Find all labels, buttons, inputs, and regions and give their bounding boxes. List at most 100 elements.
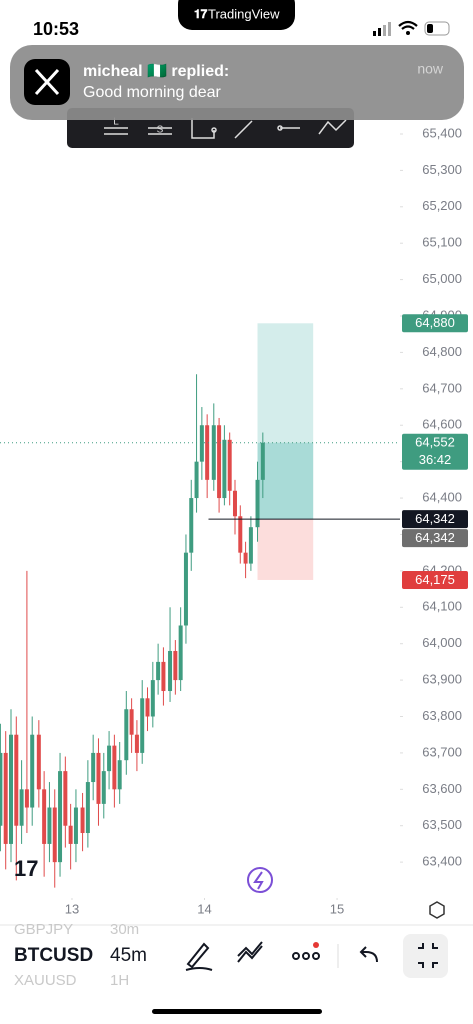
candle-body xyxy=(161,661,166,692)
y-tick-label: 63,500 xyxy=(422,817,462,832)
candle-body xyxy=(199,425,204,462)
x-tick-label: 13 xyxy=(65,901,79,916)
candle-body xyxy=(3,752,8,844)
assistant-icon[interactable] xyxy=(247,867,273,893)
toolbar-label: S xyxy=(157,125,164,136)
app-pill-logo: 𝟏𝟕 xyxy=(194,7,208,21)
candle-body xyxy=(112,745,117,790)
toolbar-icons xyxy=(104,118,347,139)
candle-body xyxy=(248,527,253,564)
x-logo xyxy=(34,68,60,96)
y-tick-label: 65,400 xyxy=(422,125,462,140)
candle-body xyxy=(156,661,161,681)
x-tick-label: 15 xyxy=(330,901,344,916)
candle-body xyxy=(42,789,47,844)
y-tick-label: 63,900 xyxy=(422,672,462,687)
y-tick-label: 64,600 xyxy=(422,417,462,432)
app-pill-name: TradingView xyxy=(208,6,280,21)
price-tag-label: 64,342 xyxy=(415,530,455,545)
candle-body xyxy=(168,650,173,692)
candle-body xyxy=(85,782,90,834)
candle-body xyxy=(255,479,260,528)
tv-logo: 17 xyxy=(14,856,38,881)
candle-body xyxy=(173,650,178,681)
plot: 65,40065,30065,20065,10065,00064,90064,8… xyxy=(0,125,468,916)
candle-body xyxy=(68,825,73,844)
y-tick-label: 63,700 xyxy=(422,744,462,759)
candle-body xyxy=(52,807,57,863)
candle-body xyxy=(117,760,122,790)
candle-body xyxy=(14,734,19,826)
candle-body xyxy=(211,425,216,480)
price-tag xyxy=(402,570,468,589)
y-tick-label: 65,200 xyxy=(422,198,462,213)
candle-body xyxy=(96,752,101,804)
y-tick-label: 65,000 xyxy=(422,271,462,286)
symbol-faded[interactable]: GBPJPY xyxy=(14,921,73,938)
countdown: 36:42 xyxy=(419,452,452,467)
candle-body xyxy=(189,498,194,553)
clock: 10:53 xyxy=(33,19,79,39)
price-tag-label: 64,175 xyxy=(415,572,455,587)
interval-faded[interactable]: 30m xyxy=(110,921,139,938)
candle-body xyxy=(205,425,210,480)
candle-body xyxy=(9,734,14,844)
notification[interactable] xyxy=(10,45,464,120)
candle-body xyxy=(260,442,265,480)
candle-body xyxy=(243,552,248,564)
candle-body xyxy=(222,439,227,499)
candle-body xyxy=(183,552,188,626)
symbol[interactable]: BTCUSD xyxy=(14,945,93,966)
candle-body xyxy=(150,680,155,717)
notification-message: Good morning dear xyxy=(83,84,222,101)
price-tag xyxy=(402,510,468,529)
candle-body xyxy=(217,425,222,499)
candle-body xyxy=(124,709,129,761)
stop-zone xyxy=(257,519,314,580)
interval[interactable]: 45m xyxy=(110,945,147,966)
target-zone xyxy=(257,323,314,520)
bottom-icons[interactable] xyxy=(185,941,378,971)
candle-body xyxy=(73,807,78,844)
price-tag-label: 64,342 xyxy=(415,511,455,526)
assistant-bolt xyxy=(253,871,264,890)
settings-icon[interactable] xyxy=(429,901,445,919)
candle-body xyxy=(101,771,106,804)
y-tick-label: 65,100 xyxy=(422,235,462,250)
price-tag-label: 64,552 xyxy=(415,435,455,450)
candle-body xyxy=(36,734,41,790)
candle-body xyxy=(47,807,52,844)
alert-dot xyxy=(313,942,319,948)
candle-body xyxy=(129,709,134,735)
status-icons xyxy=(373,20,450,36)
price-tag xyxy=(402,314,468,333)
candle-body xyxy=(63,771,68,826)
y-tick-label: 63,600 xyxy=(422,781,462,796)
interval-faded[interactable]: 1H xyxy=(110,972,129,989)
candle-body xyxy=(145,698,150,717)
candle-body xyxy=(134,734,139,753)
y-tick-label: 64,800 xyxy=(422,344,462,359)
candle-body xyxy=(0,752,3,826)
y-tick-label: 64,400 xyxy=(422,489,462,504)
x-tick-label: 14 xyxy=(197,901,211,916)
candle-body xyxy=(140,698,145,753)
candle-body xyxy=(194,461,199,499)
candle-body xyxy=(24,789,29,808)
candle-body xyxy=(58,771,63,863)
candle-body xyxy=(80,807,85,834)
fullscreen-icon xyxy=(418,943,438,968)
notification-sender: micheal 🇳🇬 replied: xyxy=(83,62,229,80)
y-tick-label: 65,300 xyxy=(422,162,462,177)
candle-body xyxy=(30,734,35,808)
candle-body xyxy=(107,745,112,772)
candle-body xyxy=(178,625,183,681)
candle-body xyxy=(19,789,24,826)
price-tag-label: 64,880 xyxy=(415,315,455,330)
candle-body xyxy=(227,439,232,491)
fullscreen-button[interactable] xyxy=(403,934,448,978)
symbol-faded[interactable]: XAUUSD xyxy=(14,972,77,989)
